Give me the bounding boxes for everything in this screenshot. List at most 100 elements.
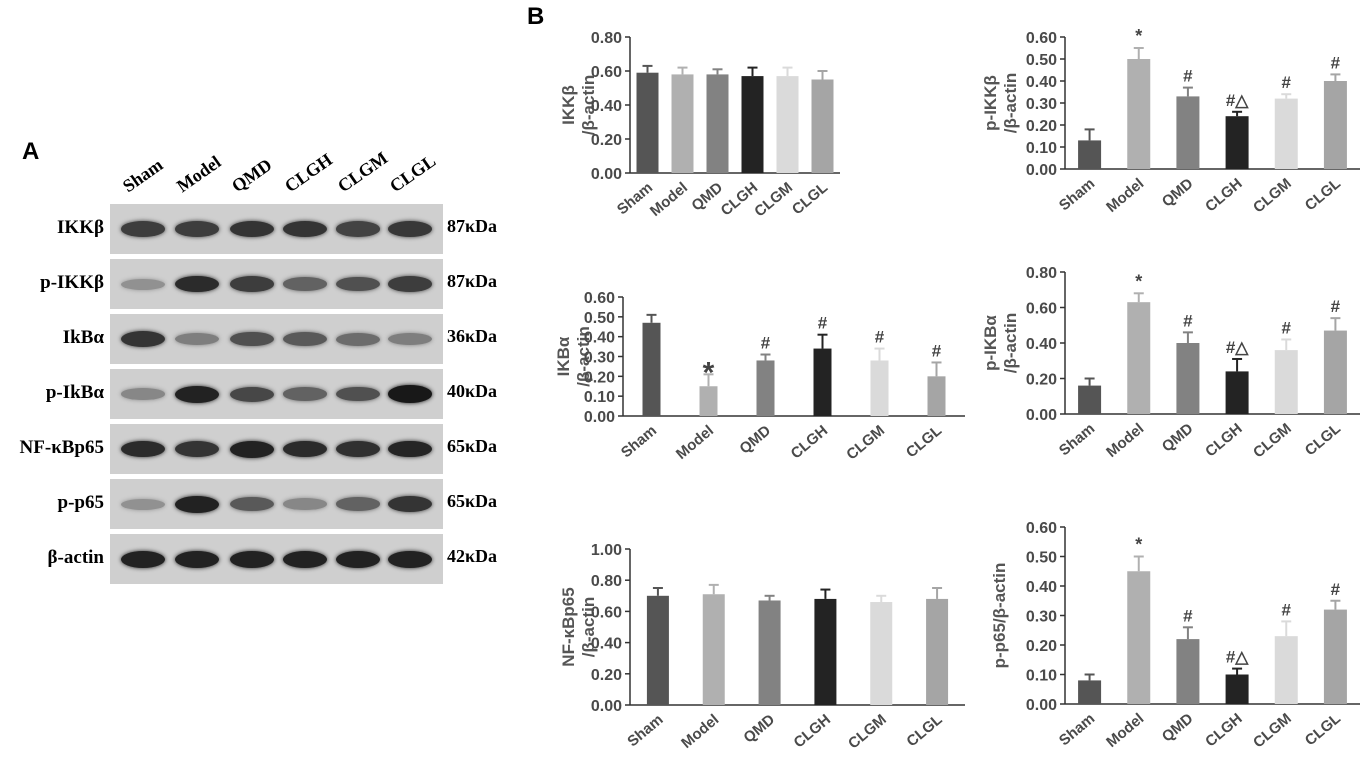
panel-b-letter: B [527,3,545,30]
bar-model [702,594,725,705]
bar-clgm [870,602,893,705]
y-axis-label: NF-κBp65/β-actin [559,587,598,666]
bar-clgl [926,598,949,705]
category-label: CLGL [789,179,831,218]
bar-sham [636,72,659,173]
blot-row-label: p-IkBα [45,382,104,403]
blot-band [336,221,380,237]
category-label: Model [1103,710,1147,751]
y-tick-label: 0.60 [1026,301,1057,318]
category-label: Model [1103,175,1147,216]
lane-label-clgh: CLGH [280,149,336,197]
y-axis-label-line: /β-actin [1001,313,1020,373]
category-label: CLGH [1202,420,1245,460]
y-tick-label: 0.20 [591,132,622,149]
y-tick-label: 0.20 [591,667,622,684]
category-label: CLGH [788,422,831,462]
chart-ikba: IKBα/β-actin 0.00 0.10 0.20 0.30 0.40 0.50 0.60… [554,290,965,463]
blot-band [283,387,327,401]
y-tick-label: 0.20 [1026,372,1057,389]
bar-clgh [1225,116,1249,169]
blot-band [283,550,327,568]
blot-kda-label: 65κDa [447,491,497,511]
blot-band [283,277,327,291]
blot-band [336,386,380,402]
category-label: Sham [1056,420,1098,459]
blot-band [388,550,432,568]
category-label: CLGH [718,179,761,219]
bar-sham [646,595,669,705]
blot-kda-label: 36κDa [447,326,497,346]
significance-mark: # [932,341,942,360]
bar-qmd [1176,639,1200,704]
blot-kda-label: 65κDa [447,436,497,456]
y-tick-label: 0.00 [591,698,622,715]
category-label: Sham [624,711,666,750]
significance-mark: # [1282,318,1292,337]
blot-band [283,498,327,510]
significance-mark: #△ [1226,648,1249,667]
category-label: CLGH [1202,175,1245,215]
category-label: CLGM [843,422,888,463]
y-axis-label-line: p-IKKβ [981,75,1000,131]
bar-model [1127,59,1151,169]
category-label: Model [1103,420,1147,461]
y-tick-label: 0.00 [584,409,615,426]
blot-band [121,278,165,290]
blot-kda-label: 42κDa [447,546,497,566]
significance-mark: # [1183,606,1193,625]
y-axis-label: IKBα/β-actin [554,326,593,386]
significance-mark: #△ [1226,91,1249,110]
blot-band [121,550,165,568]
blot-band [388,333,432,345]
bar-clgm [1274,350,1298,414]
bar-clgl [1323,609,1347,704]
blot-row-label: p-p65 [57,492,104,513]
y-tick-label: 0.00 [1026,162,1057,179]
significance-mark: * [1135,535,1142,555]
blot-band [388,221,432,237]
significance-mark: # [1331,580,1341,599]
blot-band [175,385,219,403]
chart-nfkbp65: NF-κBp65/β-actin 0.00 0.20 0.40 0.60 0.80 1.00… [559,542,965,752]
bar-clgh [741,76,764,173]
bar-model [671,74,694,173]
category-label: Sham [614,179,656,218]
bar-clgl [1323,81,1347,169]
category-label: CLGL [903,422,945,461]
blot-band [336,276,380,292]
y-axis-label-line: /β-actin [1001,73,1020,133]
y-axis-label-line: NF-κBp65 [559,587,578,666]
blot-row-label: IkBα [62,327,104,348]
bar-qmd [1176,343,1200,414]
chart-p-p65: p-p65/β-actin 0.00 0.10 0.20 0.30 0.40 0.50 0.6… [990,520,1360,751]
bar-clgh [1225,371,1249,414]
y-tick-label: 0.30 [584,350,615,367]
blot-kda-label: 87κDa [447,271,497,291]
blot-band [230,550,274,568]
category-label: Model [678,711,722,752]
blot-band [230,497,274,511]
blot-strip [110,259,443,309]
blot-band [230,440,274,458]
y-tick-label: 0.20 [1026,638,1057,655]
bar-qmd [758,600,781,705]
bar-clgm [776,76,799,173]
y-axis-label-line: /β-actin [579,75,598,135]
chart-p-ikba: p-IKBα/β-actin 0.00 0.20 0.40 0.60 0.80 Sham * M… [981,265,1360,461]
category-label: Model [673,422,717,463]
blot-strip [110,204,443,254]
bar-clgl [1323,330,1347,414]
bar-sham [1078,140,1102,169]
y-axis-label-line: /β-actin [574,326,593,386]
y-axis-label-line: IKKβ [559,85,578,125]
significance-mark: * [1135,271,1142,291]
blot-band [336,332,380,346]
significance-mark: * [1135,26,1142,46]
y-tick-label: 1.00 [591,542,622,559]
blot-band [121,331,165,347]
category-label: CLGM [1250,175,1295,216]
y-axis-label: p-IKBα/β-actin [981,313,1020,373]
blot-band [175,333,219,345]
y-tick-label: 0.40 [591,636,622,653]
